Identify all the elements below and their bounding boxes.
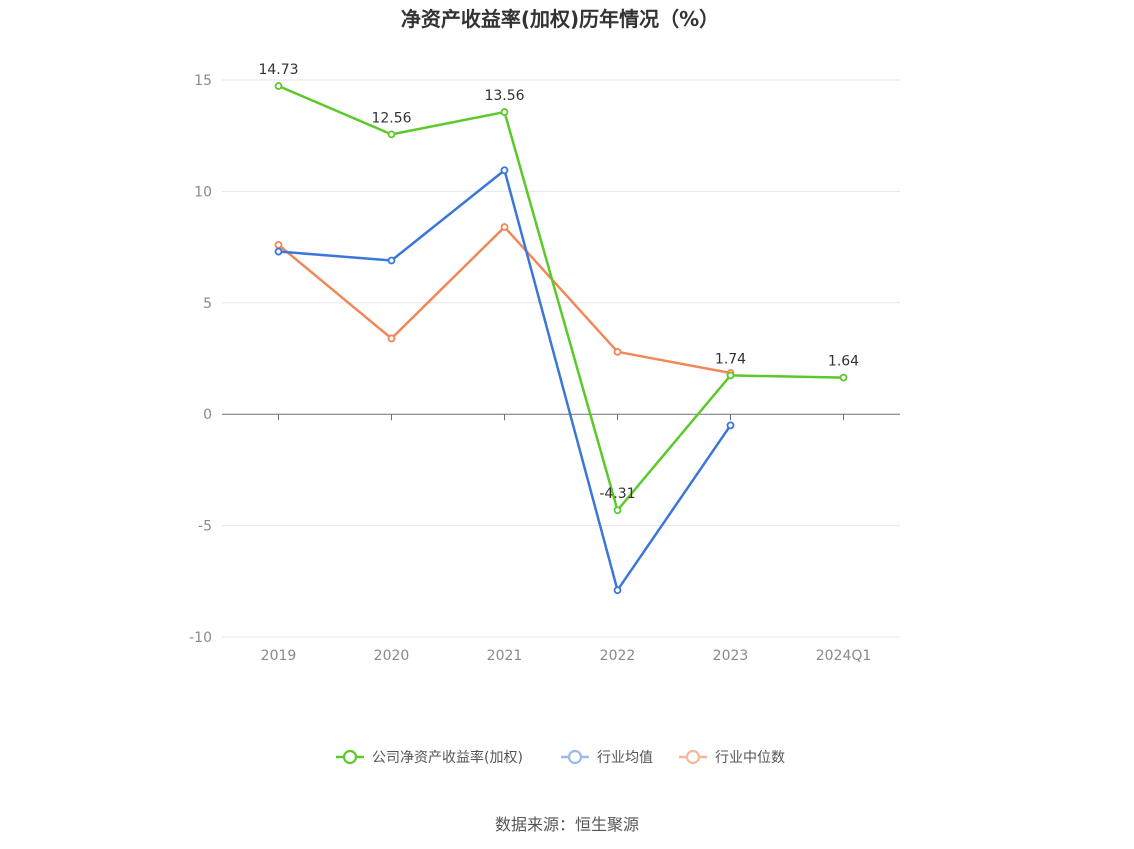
y-tick-label: -5 xyxy=(198,519,212,535)
data-point xyxy=(613,506,622,515)
data-point xyxy=(500,223,509,231)
data-labels: 14.73 12.56 13.56 -4.31 1.74 1.64 xyxy=(258,62,859,502)
legend-item-label[interactable]: 行业中位数 xyxy=(715,750,785,766)
x-tick-label: 2022 xyxy=(600,648,636,664)
legend-item-label[interactable]: 行业均值 xyxy=(597,750,653,766)
data-point xyxy=(500,108,509,116)
data-point xyxy=(613,586,622,595)
x-tick-label: 2020 xyxy=(374,648,410,664)
data-label: 1.74 xyxy=(715,351,746,367)
x-axis xyxy=(222,413,900,421)
y-axis: 15 10 5 0 -5 -10 xyxy=(189,73,212,646)
data-label: 1.64 xyxy=(828,354,859,370)
series-lines xyxy=(277,84,844,592)
data-point xyxy=(726,421,735,430)
data-point xyxy=(613,347,622,356)
y-tick-label: -10 xyxy=(189,630,212,646)
data-point xyxy=(387,256,396,265)
data-point xyxy=(500,166,509,175)
y-tick-label: 5 xyxy=(203,296,212,312)
y-tick-label: 15 xyxy=(194,73,212,89)
data-point xyxy=(387,334,396,343)
x-axis-labels: 2019 2020 2021 2022 2023 2024Q1 xyxy=(261,648,872,664)
data-point xyxy=(274,247,283,256)
x-tick-label: 2024Q1 xyxy=(816,648,872,664)
series-line xyxy=(277,225,731,375)
legend-swatch-marker[interactable] xyxy=(342,749,358,765)
legend: 公司净资产收益率(加权) 行业均值 行业中位数 xyxy=(336,749,785,766)
y-tick-label: 10 xyxy=(194,184,212,200)
data-point xyxy=(274,82,283,90)
chart-title: 净资产收益率(加权)历年情况（%） xyxy=(401,7,719,31)
data-label: 13.56 xyxy=(484,88,524,104)
source-note: 数据来源：恒生聚源 xyxy=(495,815,639,834)
data-label: 14.73 xyxy=(258,62,298,78)
legend-swatch-marker[interactable] xyxy=(685,749,701,765)
y-tick-label: 0 xyxy=(203,407,212,423)
data-point xyxy=(274,240,283,249)
data-point xyxy=(839,373,848,382)
data-point xyxy=(726,371,735,380)
legend-swatch-marker[interactable] xyxy=(567,749,583,765)
series-line xyxy=(278,168,732,592)
x-tick-label: 2021 xyxy=(487,648,523,664)
series-points xyxy=(274,82,848,595)
data-label: -4.31 xyxy=(599,486,635,502)
series-line xyxy=(278,84,844,512)
x-tick-label: 2019 xyxy=(261,648,297,664)
data-point xyxy=(387,130,396,139)
data-label: 12.56 xyxy=(371,110,411,126)
grid xyxy=(222,79,900,638)
legend-item-label[interactable]: 公司净资产收益率(加权) xyxy=(372,749,523,766)
x-tick-label: 2023 xyxy=(713,648,749,664)
